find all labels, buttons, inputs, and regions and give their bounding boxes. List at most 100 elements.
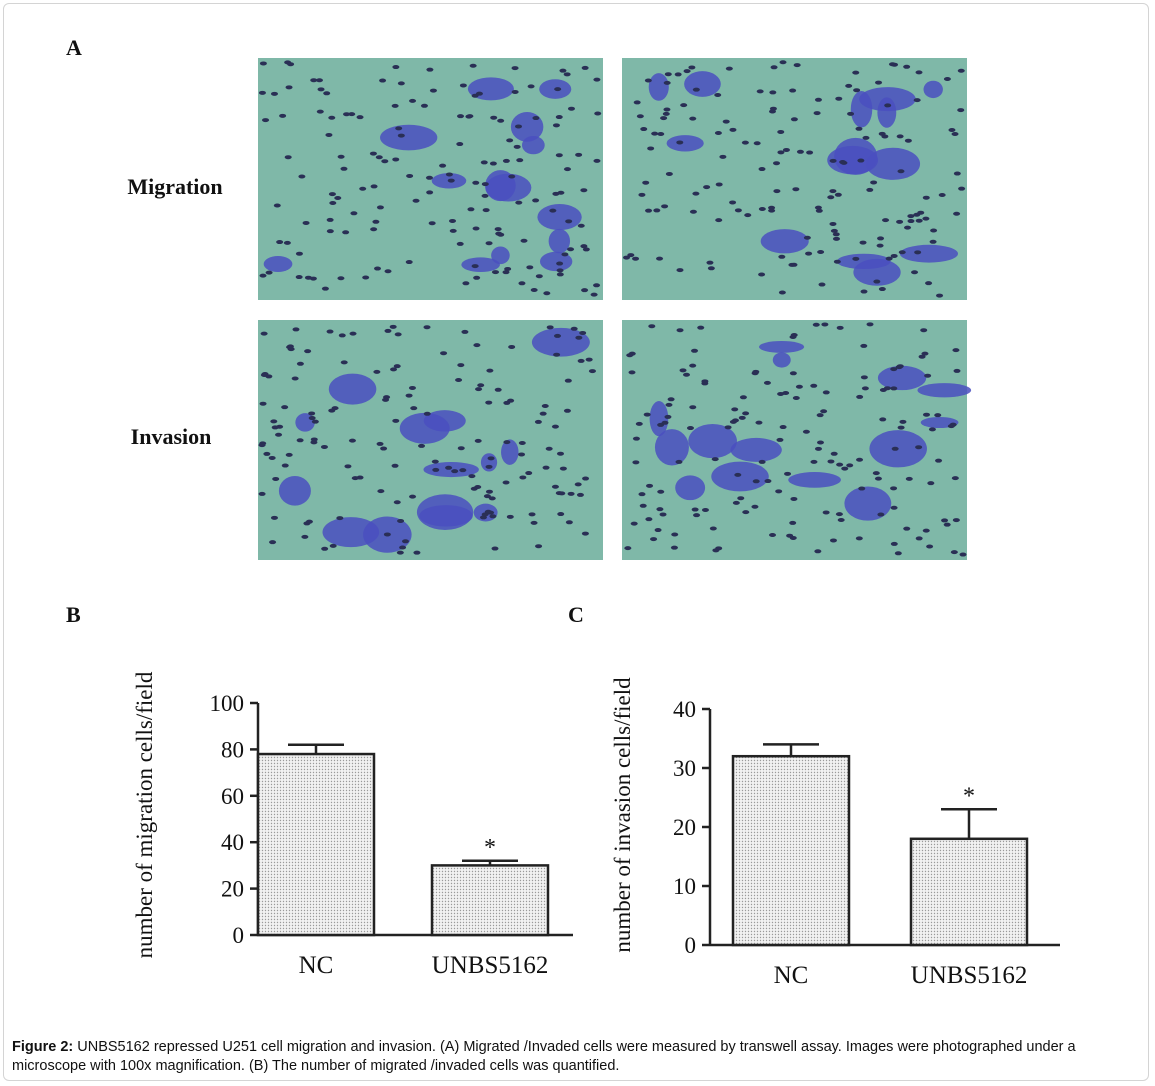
cell-pore <box>409 98 417 103</box>
cell-pore <box>789 371 797 376</box>
cell-pore <box>915 445 923 450</box>
y-tick-label: 10 <box>673 874 696 899</box>
cell-pore <box>927 481 935 486</box>
cell-pore <box>338 333 346 338</box>
cell-pore <box>558 491 566 496</box>
cell-pore <box>394 332 402 337</box>
cell-pore <box>810 383 818 388</box>
y-tick-label: 60 <box>221 784 244 809</box>
cell-pore <box>664 72 672 77</box>
cell-pore <box>308 416 316 421</box>
cell-pore <box>485 241 493 246</box>
cell-pore <box>485 464 493 469</box>
cell-pore <box>691 348 699 353</box>
cell-pore <box>714 130 722 135</box>
cell-pore <box>258 443 266 448</box>
cell-pore <box>535 544 543 549</box>
caption-text: UNBS5162 repressed U251 cell migration a… <box>12 1039 1076 1074</box>
cell-pore <box>936 293 944 298</box>
cell-pore <box>877 512 885 517</box>
cell-pore <box>440 351 448 356</box>
cell-pore <box>474 438 482 443</box>
cell-pore <box>707 266 715 271</box>
cell-pore <box>657 132 665 137</box>
cell-pore <box>412 198 420 203</box>
cell-pore <box>323 91 331 96</box>
cell-pore <box>911 270 919 275</box>
cell-pore <box>342 230 350 235</box>
cell-pore <box>570 326 578 331</box>
cell-pore <box>689 116 697 121</box>
cell-pore <box>890 367 898 372</box>
cell-pore <box>431 459 439 464</box>
cell-pore <box>793 63 801 68</box>
cell-pore <box>337 276 345 281</box>
cell-pore <box>491 546 499 551</box>
cell-pore <box>582 247 590 252</box>
cell-pore <box>656 507 664 512</box>
y-tick-label: 20 <box>673 815 696 840</box>
cell-pore <box>957 68 965 73</box>
bar <box>256 752 376 937</box>
cell-pore <box>426 190 434 195</box>
cell-blob <box>491 246 510 265</box>
cell-pore <box>857 158 865 163</box>
cell-pore <box>789 335 797 340</box>
cell-pore <box>915 536 923 541</box>
cell-pore <box>891 446 899 451</box>
cell-blob <box>380 124 438 151</box>
cell-pore <box>461 329 469 334</box>
cell-pore <box>577 223 585 228</box>
cell-pore <box>782 147 790 152</box>
cell-pore <box>834 192 842 197</box>
cell-pore <box>557 512 565 517</box>
cell-pore <box>373 369 381 374</box>
cell-pore <box>712 548 720 553</box>
cell-pore <box>556 272 564 277</box>
cell-pore <box>853 88 861 93</box>
cell-pore <box>593 158 601 163</box>
cell-pore <box>518 452 526 457</box>
cell-pore <box>918 354 926 359</box>
cell-blob <box>648 73 669 101</box>
cell-pore <box>737 496 745 501</box>
cell-pore <box>511 66 519 71</box>
cell-pore <box>317 87 325 92</box>
cell-pore <box>581 65 589 70</box>
cell-pore <box>835 96 843 101</box>
figure-frame <box>3 3 1149 1081</box>
cell-pore <box>941 518 949 523</box>
cell-pore <box>520 238 528 243</box>
cell-pore <box>711 457 719 462</box>
cell-pore <box>541 403 549 408</box>
cell-pore <box>715 218 723 223</box>
cell-pore <box>553 333 561 338</box>
cell-pore <box>292 327 300 332</box>
cell-pore <box>952 348 960 353</box>
cell-pore <box>830 228 838 233</box>
cell-pore <box>329 201 337 206</box>
cell-pore <box>739 395 747 400</box>
cell-pore <box>321 546 329 551</box>
cell-pore <box>270 419 278 424</box>
cell-pore <box>328 115 336 120</box>
y-tick-label: 0 <box>233 923 245 948</box>
cell-pore <box>769 532 777 537</box>
cell-pore <box>639 503 647 508</box>
cell-pore <box>860 289 868 294</box>
cell-pore <box>958 186 966 191</box>
cell-pore <box>648 324 656 329</box>
cell-pore <box>481 182 489 187</box>
cell-pore <box>894 551 902 556</box>
cell-pore <box>752 369 760 374</box>
cell-pore <box>406 173 414 178</box>
cell-pore <box>778 254 786 259</box>
cell-pore <box>888 62 896 67</box>
cell-pore <box>661 420 669 425</box>
cell-pore <box>391 463 399 468</box>
cell-pore <box>466 114 474 119</box>
cell-pore <box>273 203 281 208</box>
cell-pore <box>581 288 589 293</box>
cell-pore <box>846 463 854 468</box>
